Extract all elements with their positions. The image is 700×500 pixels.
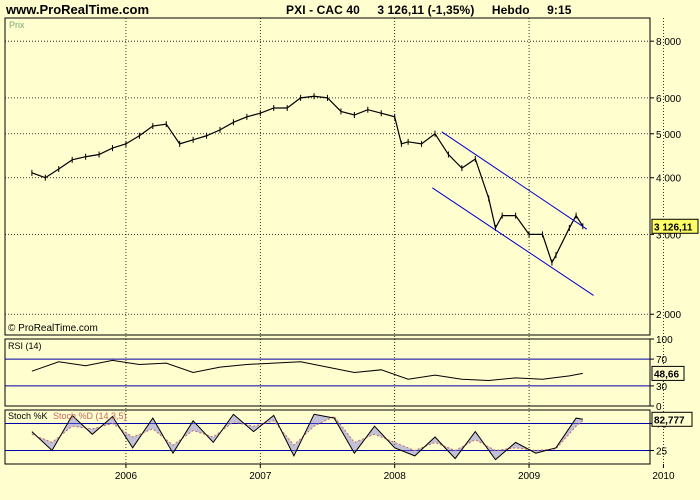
price-y-tick-label: 5 000 [656,130,681,141]
rsi-panel-label: RSI (14) [8,341,42,351]
stoch-k-label: Stoch %K [8,411,48,421]
rsi-series-line [31,359,583,382]
stoch-last-value: 82,777 [654,415,685,426]
price-y-tick-label: 8 000 [656,37,681,48]
rsi-y-tick-label: 100 [656,335,673,346]
rsi-last-value: 48,66 [654,369,679,380]
price-y-tick-label: 2 000 [656,310,681,321]
x-tick-label: 2008 [384,471,407,482]
stoch-y-tick-label: 25 [656,447,668,458]
stoch-fill [31,414,583,460]
x-tick-label: 2009 [518,471,541,482]
x-tick-label: 2010 [652,471,675,482]
watermark: © ProRealTime.com [8,323,98,334]
stoch-d-line [31,415,584,452]
brand-link[interactable]: www.ProRealTime.com [6,2,150,17]
last-price-value: 3 126,11 [654,222,693,233]
stoch-last-badge [651,411,693,427]
stoch-k-line [31,413,583,461]
price-y-tick-label: 3 000 [656,230,681,241]
price-y-tick-label: 4 000 [656,174,681,185]
stoch-panel-frame [4,409,651,465]
rsi-y-tick-label: 70 [656,355,668,366]
stoch-d-label: Stoch %D (14,3,5) [53,411,127,421]
price-panel-frame [4,17,651,336]
quote-label: 3 126,11 (-1,35%) [377,3,475,17]
time-label: 9:15 [547,3,572,17]
price-y-tick-label: 6 000 [656,94,681,105]
rsi-y-tick-label: 0 [656,402,662,413]
channel-lower-line [432,187,594,296]
header-bar: www.ProRealTime.com PXI - CAC 40 3 126,1… [0,0,700,18]
period-label[interactable]: Hebdo [491,3,530,17]
chart-title: PXI - CAC 40 3 126,11 (-1,35%) Hebdo 9:1… [286,3,586,17]
x-tick-label: 2007 [249,471,272,482]
price-panel-label: Prix [9,20,25,30]
price-series-line [31,95,584,265]
channel-upper-line [441,131,588,230]
symbol-label: PXI - CAC 40 [286,3,360,17]
last-price-badge [651,218,699,234]
rsi-last-badge [651,365,685,381]
rsi-panel-frame [4,338,651,407]
rsi-y-tick-label: 30 [656,382,668,393]
x-tick-label: 2006 [115,471,138,482]
